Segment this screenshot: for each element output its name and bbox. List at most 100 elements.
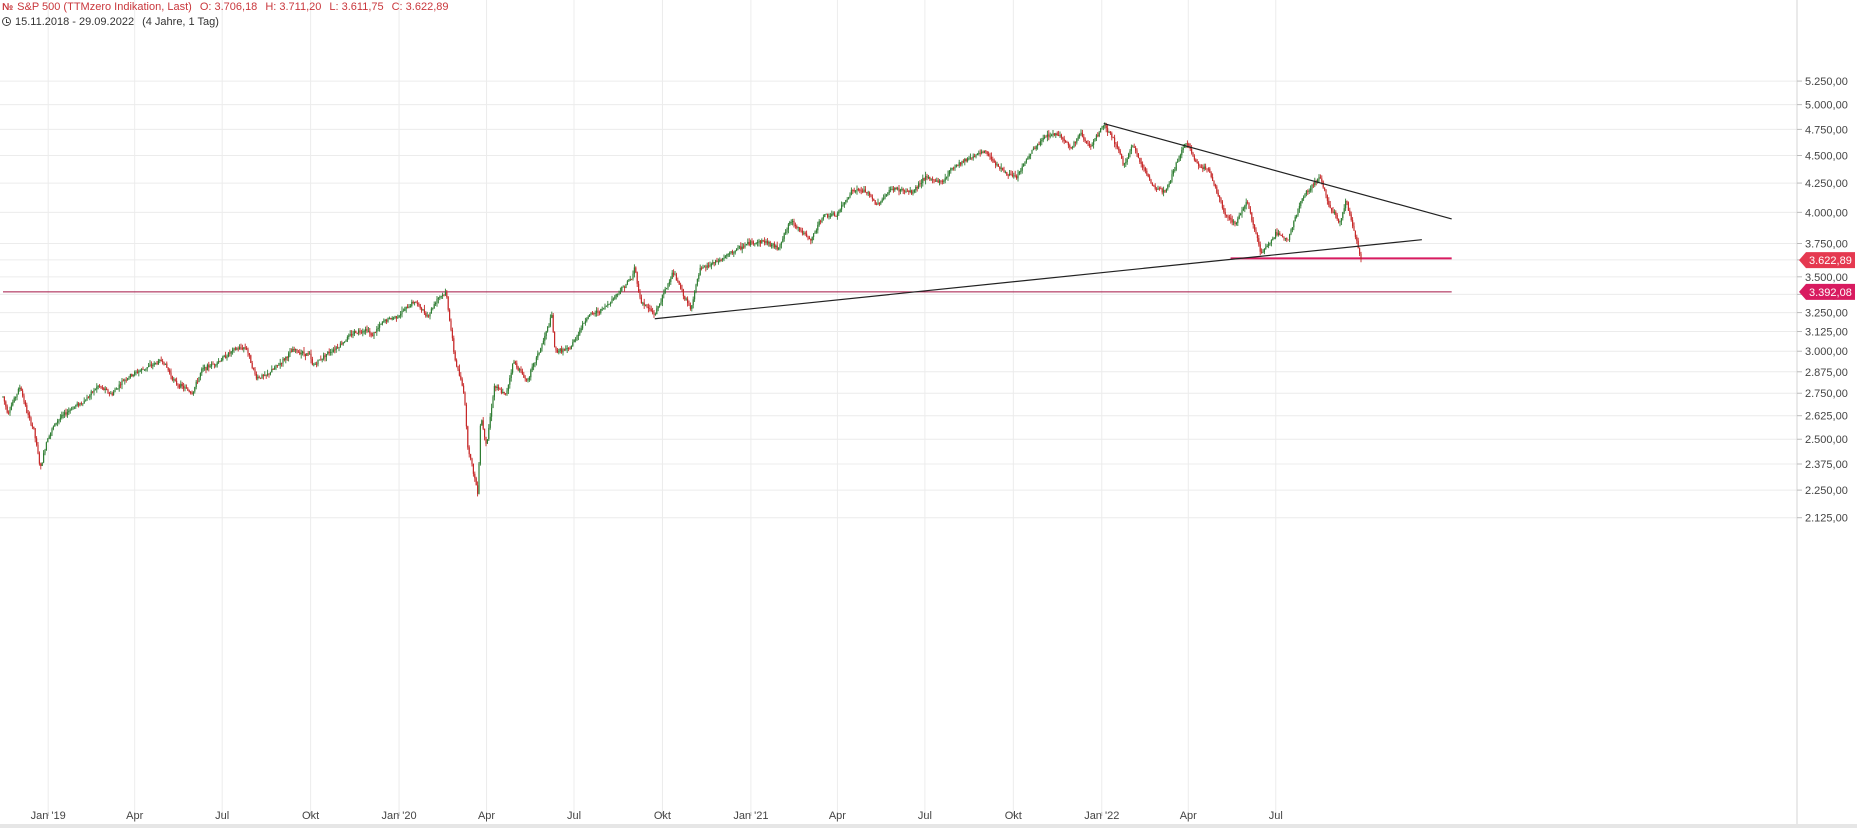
candle-body: [317, 359, 319, 365]
candle-body: [169, 370, 171, 373]
trend-line: [1103, 122, 1452, 220]
candle-body: [953, 167, 955, 169]
candle-body: [740, 246, 742, 250]
y-tick-label: 3.500,00: [1805, 272, 1848, 284]
candle-body: [1297, 208, 1299, 216]
candle-body: [1109, 132, 1111, 134]
candle-body: [773, 243, 775, 248]
y-tick-label: 2.625,00: [1805, 411, 1848, 423]
candle-body: [117, 388, 119, 390]
candle-body: [1037, 144, 1039, 147]
candle-body: [1076, 138, 1078, 143]
candle-body: [904, 190, 906, 192]
candle-body: [454, 351, 456, 361]
candle-body: [1177, 161, 1179, 163]
candle-body: [275, 365, 277, 368]
candle-body: [120, 384, 122, 386]
y-tick-label: 2.875,00: [1805, 367, 1848, 379]
candle-body: [404, 308, 406, 311]
candle-body: [78, 403, 80, 406]
candle-body: [996, 164, 998, 166]
instrument-name: S&P 500 (TTMzero Indikation, Last): [17, 1, 192, 13]
candle-body: [359, 330, 361, 332]
candle-body: [555, 347, 557, 350]
candle-body: [612, 298, 614, 300]
candle-body: [1006, 172, 1008, 175]
y-tick-label: 5.000,00: [1805, 100, 1848, 112]
candle-body: [986, 151, 988, 155]
candle-body: [975, 155, 977, 157]
candle-body: [332, 349, 334, 352]
candle-body: [208, 364, 210, 368]
candle-body: [1130, 146, 1132, 151]
x-tick-label: Jan '22: [1084, 810, 1119, 822]
candle-body: [1122, 158, 1124, 165]
candle-body: [512, 363, 514, 373]
candle-body: [477, 485, 479, 494]
candle-body: [265, 374, 267, 376]
y-tick-label: 3.250,00: [1805, 308, 1848, 320]
candle-body: [584, 321, 586, 324]
candle-body: [219, 361, 221, 362]
candle-body: [1126, 158, 1128, 163]
candle-body: [964, 159, 966, 162]
candle-body: [23, 395, 25, 402]
candle-body: [625, 284, 627, 288]
candle-body: [664, 288, 666, 294]
candle-body: [297, 352, 299, 353]
candle-body: [583, 323, 585, 324]
candle-body: [1062, 137, 1064, 139]
candle-body: [493, 386, 495, 397]
candle-body: [397, 317, 399, 319]
candle-body: [1128, 154, 1130, 159]
candle-body: [388, 317, 390, 319]
candle-body: [531, 366, 533, 370]
candle-body: [645, 304, 647, 306]
candle-body: [537, 353, 539, 358]
candle-body: [1010, 173, 1012, 175]
candle-body: [44, 449, 46, 454]
candle-body: [790, 222, 792, 223]
candle-body: [363, 331, 365, 333]
candle-body: [881, 199, 883, 202]
candle-body: [391, 317, 393, 320]
candle-body: [1025, 159, 1027, 162]
candle-body: [873, 198, 875, 201]
candle-body: [422, 309, 424, 311]
candle-body: [1149, 176, 1151, 180]
candle-body: [1009, 173, 1011, 176]
candle-body: [446, 292, 448, 297]
candle-body: [1216, 186, 1218, 193]
candle-body: [1321, 178, 1323, 182]
candle-body: [744, 245, 746, 247]
candle-body: [601, 308, 603, 310]
candle-body: [1214, 184, 1216, 187]
candle-body: [135, 371, 137, 373]
candle-body: [848, 197, 850, 200]
candle-body: [1132, 146, 1134, 148]
candle-body: [551, 315, 553, 318]
candle-body: [345, 340, 347, 342]
candle-body: [701, 267, 703, 269]
candle-body: [449, 309, 451, 321]
candle-body: [1000, 167, 1002, 169]
candle-body: [681, 288, 683, 290]
candle-body: [1284, 237, 1286, 239]
candle-body: [1261, 251, 1263, 253]
candle-body: [939, 180, 941, 183]
candle-body: [761, 240, 763, 244]
candle-body: [157, 360, 159, 365]
candle-body: [1273, 237, 1275, 239]
candle-body: [1317, 179, 1319, 183]
candle-body: [416, 303, 418, 304]
candle-body: [792, 220, 794, 223]
candle-body: [99, 385, 101, 387]
candle-body: [248, 353, 250, 356]
candle-body: [1307, 190, 1309, 192]
candle-body: [369, 330, 371, 334]
candle-body: [1125, 162, 1127, 164]
candle-body: [465, 404, 467, 427]
candle-body: [622, 286, 624, 288]
candle-body: [594, 313, 596, 314]
